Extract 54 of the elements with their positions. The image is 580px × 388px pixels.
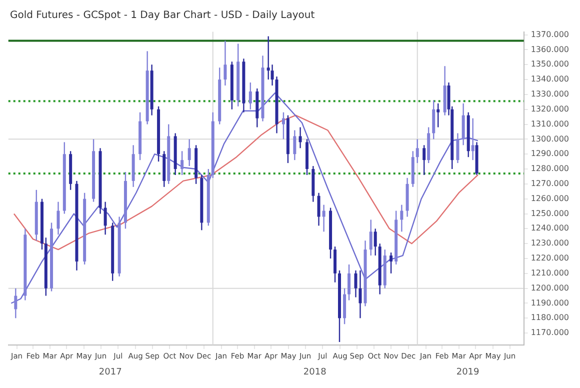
candlestick [56,201,60,236]
candlestick [422,144,426,176]
candlestick [358,270,362,319]
candlestick [348,264,351,301]
candlestick [270,64,274,86]
y-tick-label: 1350.000 [530,60,569,69]
y-tick-label: 1210.000 [530,268,569,278]
candlestick [456,132,460,164]
y-tick-label: 1250.000 [530,208,569,218]
candlestick [298,126,302,149]
candlestick [188,138,191,167]
text: 2017 [98,367,122,378]
text: 2018 [303,367,327,378]
candlestick [334,246,337,283]
candlestick [14,288,18,319]
y-tick-label: 1220.000 [530,254,569,263]
candlestick [180,150,184,176]
candlestick [354,270,358,298]
candlestick [317,192,320,226]
y-tick-label: 1200.000 [530,283,569,292]
y-tick-label: 1260.000 [530,194,569,203]
y-tick-label: 1240.000 [530,224,569,233]
candlestick [224,40,227,86]
candlestick [400,204,404,232]
candlestick [282,112,285,140]
candlestick [374,228,377,256]
y-tick-label: 1170.000 [530,328,569,338]
y-tick-label: 1310.000 [530,119,569,128]
y-tick-label: 1290.000 [530,149,569,158]
candlestick [322,204,326,232]
candlestick [343,288,346,325]
y-tick-label: 1270.000 [530,179,569,188]
y-tick-label: 1320.000 [530,104,569,114]
candlestick [369,219,372,256]
candlestick [104,201,107,236]
text: 2019 [456,367,480,378]
candlestick [436,102,440,128]
candlestick [471,118,474,161]
y-tick-label: 1340.000 [530,74,569,84]
candlestick [462,102,465,146]
y-tick-label: 1280.000 [530,164,569,174]
candlestick [248,82,252,110]
y-tick-label: 1190.000 [530,298,569,308]
y-tick-label: 1370.000 [530,30,569,39]
y-tick-label: 1300.000 [530,134,569,144]
y-tick-label: 1180.000 [530,313,569,322]
candlestick [293,130,296,161]
candlestick [390,252,393,274]
chart-title: Gold Futures - GCSpot - 1 Day Bar Chart - USD - Daily Layout [9,9,316,23]
candlestick [416,138,419,164]
candlestick [432,100,436,140]
y-tick-label: 1230.000 [530,238,569,248]
y-tick-label: 1330.000 [530,90,569,99]
y-tick-label: 1360.000 [530,44,569,54]
